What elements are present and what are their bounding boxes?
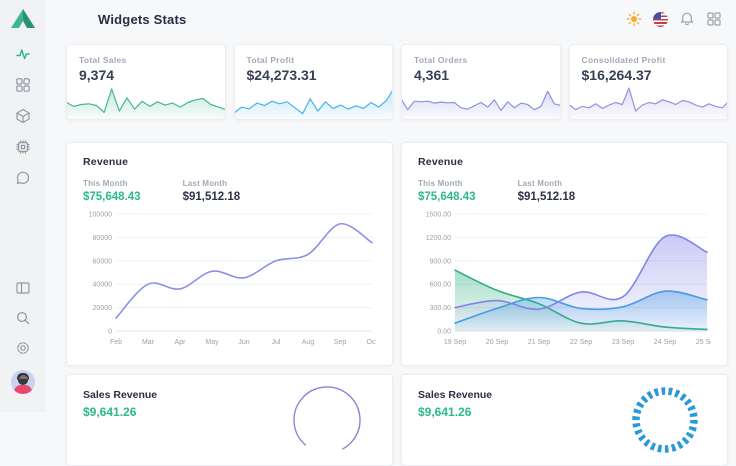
stat-value: 4,361	[414, 67, 450, 83]
svg-text:21 Sep: 21 Sep	[528, 339, 550, 346]
total-orders-sparkline-chart	[402, 81, 560, 119]
svg-text:24 Sep: 24 Sep	[654, 339, 676, 346]
stat-label: Last Month	[182, 179, 228, 188]
stat-label: Last Month	[517, 179, 563, 188]
sales-revenue-card-right: Sales Revenue $9,641.26	[401, 374, 728, 466]
search-icon[interactable]	[15, 310, 31, 326]
settings-gear-icon[interactable]	[15, 340, 31, 356]
stat-value: $91,512.18	[182, 191, 241, 203]
flag-canton	[653, 13, 661, 19]
page-title: Widgets Stats	[98, 11, 187, 27]
card-title: Sales Revenue	[83, 389, 158, 401]
sidebar-nav-top	[15, 46, 31, 186]
stat-value: $16,264.37	[581, 67, 652, 83]
avatar-shirt	[14, 385, 32, 394]
chat-bubble-icon[interactable]	[15, 170, 31, 186]
total-sales-sparkline-chart	[67, 81, 225, 119]
svg-text:23 Sep: 23 Sep	[612, 339, 634, 346]
svg-text:0.00: 0.00	[437, 329, 451, 336]
svg-text:Sep: Sep	[334, 339, 347, 346]
revenue-monthly-card: Revenue This Month $75,648.43 Last Month…	[66, 142, 393, 366]
stat-value: 9,374	[79, 67, 115, 83]
svg-text:20 Sep: 20 Sep	[486, 339, 508, 346]
app-logo-icon[interactable]	[10, 7, 36, 29]
total-profit-card[interactable]: Total Profit $24,273.31	[233, 44, 393, 120]
sidebar-nav-bottom	[11, 280, 35, 394]
stat-label: Total Sales	[79, 55, 127, 65]
revenue-area-chart: 0.00 300.00 600.00 900.00 1200.00 1500.00 19 S…	[418, 208, 711, 348]
total-orders-card[interactable]: Total Orders 4,361	[401, 44, 561, 120]
svg-text:22 Sep: 22 Sep	[570, 339, 592, 346]
consolidated-profit-card[interactable]: Consolidated Profit $16,264.37	[568, 44, 728, 120]
stat-label: Total Orders	[414, 55, 468, 65]
svg-text:19 Sep: 19 Sep	[444, 339, 466, 346]
language-us-flag-icon[interactable]	[653, 11, 668, 27]
svg-text:Mar: Mar	[142, 339, 155, 346]
svg-text:0: 0	[108, 329, 112, 336]
header-actions	[626, 11, 722, 27]
total-profit-sparkline-chart	[234, 81, 393, 119]
stat-cards-row: Total Sales 9,374 Total Profit $24,273.3…	[66, 44, 728, 120]
stat-label: This Month	[418, 179, 463, 188]
svg-text:20000: 20000	[93, 305, 113, 312]
consolidated-profit-sparkline-chart	[569, 81, 728, 119]
revenue-line-chart: 0 20000 40000 60000 80000 100000 Feb Mar Apr May J…	[83, 208, 376, 348]
theme-sun-icon[interactable]	[626, 11, 642, 27]
stat-label: This Month	[83, 179, 128, 188]
avatar-beard	[18, 379, 28, 385]
cpu-icon[interactable]	[15, 139, 31, 155]
stat-value: $24,273.31	[246, 67, 317, 83]
apps-grid-icon[interactable]	[706, 11, 722, 27]
top-header: Widgets Stats	[46, 0, 736, 38]
svg-text:900.00: 900.00	[430, 258, 452, 265]
layout-panel-icon[interactable]	[15, 280, 31, 296]
svg-text:May: May	[205, 339, 219, 346]
activity-icon[interactable]	[15, 46, 31, 62]
svg-text:Feb: Feb	[110, 339, 122, 346]
svg-text:Jul: Jul	[272, 339, 281, 346]
stat-label: Total Profit	[246, 55, 295, 65]
notifications-bell-icon[interactable]	[679, 11, 695, 27]
stat-value: $75,648.43	[418, 191, 476, 203]
sales-revenue-row: Sales Revenue $9,641.26 Sales Revenue $9…	[66, 374, 728, 466]
revenue-cards-row: Revenue This Month $75,648.43 Last Month…	[66, 142, 728, 366]
last-month-stat: Last Month $91,512.18	[183, 179, 241, 203]
svg-text:Aug: Aug	[302, 339, 315, 346]
sidebar	[0, 0, 46, 412]
svg-text:Jun: Jun	[238, 339, 249, 346]
revenue-daily-card: Revenue This Month $75,648.43 Last Month…	[401, 142, 728, 366]
svg-text:Oct: Oct	[367, 339, 376, 346]
stat-label: Consolidated Profit	[581, 55, 666, 65]
card-title: Revenue	[418, 156, 464, 168]
segmented-gauge-chart	[625, 380, 705, 460]
card-title: Sales Revenue	[418, 389, 493, 401]
main-content: Total Sales 9,374 Total Profit $24,273.3…	[66, 44, 728, 466]
widgets-grid-icon[interactable]	[15, 77, 31, 93]
package-box-icon[interactable]	[15, 108, 31, 124]
circle-gauge-chart	[290, 383, 364, 457]
svg-text:300.00: 300.00	[430, 305, 452, 312]
svg-text:40000: 40000	[93, 282, 113, 289]
card-title: Revenue	[83, 156, 129, 168]
svg-text:25 Sep: 25 Sep	[696, 339, 711, 346]
svg-text:80000: 80000	[93, 235, 113, 242]
svg-text:100000: 100000	[89, 212, 112, 219]
svg-text:Apr: Apr	[175, 339, 187, 346]
svg-text:1500.00: 1500.00	[426, 212, 451, 219]
svg-text:1200.00: 1200.00	[426, 235, 451, 242]
svg-text:600.00: 600.00	[430, 282, 452, 289]
stat-value: $75,648.43	[83, 191, 141, 203]
user-avatar[interactable]	[11, 370, 35, 394]
svg-text:60000: 60000	[93, 258, 113, 265]
last-month-stat: Last Month $91,512.18	[518, 179, 576, 203]
this-month-stat: This Month $75,648.43	[418, 179, 476, 203]
stat-value: $91,512.18	[517, 191, 576, 203]
sales-revenue-card-left: Sales Revenue $9,641.26	[66, 374, 393, 466]
total-sales-card[interactable]: Total Sales 9,374	[66, 44, 226, 120]
this-month-stat: This Month $75,648.43	[83, 179, 141, 203]
